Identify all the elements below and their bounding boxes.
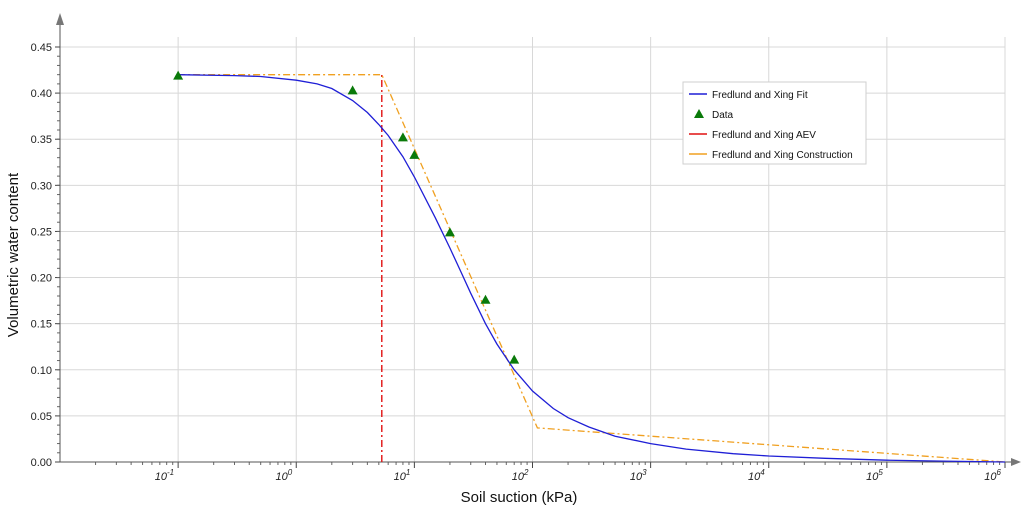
data-point [347,85,358,95]
data-point [480,294,491,304]
x-axis-arrow-icon [1011,458,1021,466]
y-tick-labels: 0.00 0.05 0.10 0.15 0.20 0.25 0.30 0.35 0.40 0.45 [31,42,52,469]
data-point [444,227,455,237]
y-tick-label: 0.15 [31,319,52,331]
x-tick-label: 101 [394,468,411,483]
legend-marker [694,109,704,118]
legend-box [682,81,867,165]
x-tick-label: 106 [984,468,1001,483]
y-tick-label: 0.00 [31,457,52,469]
legend: Fredlund and Xing Fit Data Fredlund and Xi… [682,81,867,165]
data-point [509,354,520,364]
y-tick-label: 0.40 [31,88,52,100]
data-point [397,132,408,142]
legend-label: Fredlund and Xing Fit [712,90,808,101]
legend-label: Fredlund and Xing AEV [712,130,816,141]
y-tick-label: 0.30 [31,180,52,192]
y-tick-label: 0.45 [31,42,52,54]
y-tick-label: 0.25 [31,226,52,238]
x-axis-title: Soil suction (kPa) [461,489,578,506]
plot-area [173,70,1006,463]
x-tick-label: 103 [630,468,647,483]
x-tick-label: 100 [276,468,293,483]
x-tick-labels: 10-1 100 101 102 103 104 105 106 [155,468,1002,483]
y-axis-title: Volumetric water content [5,172,22,337]
legend-label: Fredlund and Xing Construction [712,150,853,161]
legend-label: Data [712,110,734,121]
x-tick-label: 10-1 [155,468,174,483]
construction-line [178,74,1006,463]
axes [55,13,1021,468]
x-tick-label: 105 [866,468,883,483]
x-tick-label: 102 [512,468,529,483]
fit-curve [178,74,1006,463]
y-tick-label: 0.35 [31,134,52,146]
data-point [173,70,184,80]
y-tick-label: 0.10 [31,365,52,377]
y-tick-label: 0.05 [31,411,52,423]
x-tick-label: 104 [748,468,765,483]
y-axis-arrow-icon [56,13,64,25]
data-point [409,149,420,159]
y-tick-label: 0.20 [31,273,52,285]
